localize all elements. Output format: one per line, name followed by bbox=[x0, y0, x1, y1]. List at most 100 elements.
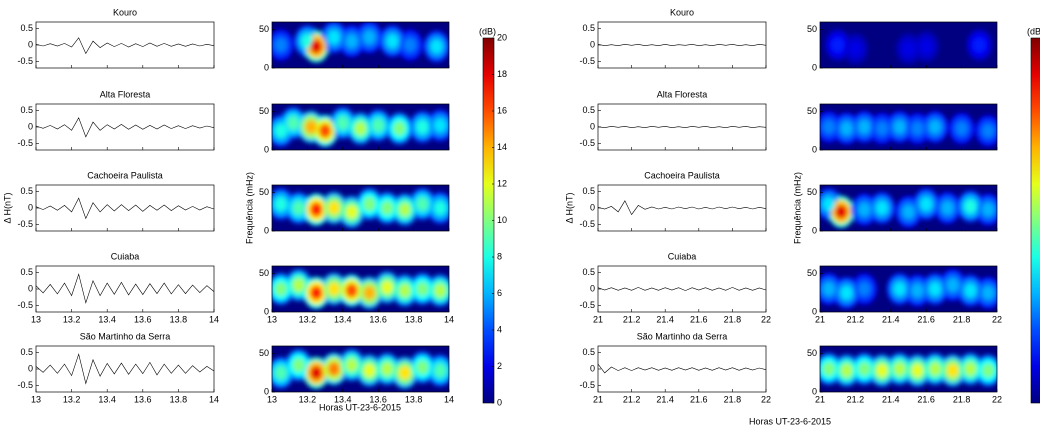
y-tick-label: 0 bbox=[28, 363, 33, 373]
spectral-blob bbox=[434, 118, 447, 133]
spectral-blob bbox=[982, 202, 995, 217]
spectral-blob bbox=[363, 30, 376, 45]
station-title: Cuiaba bbox=[668, 251, 697, 261]
spectral-blob bbox=[363, 363, 376, 378]
spectral-blob bbox=[875, 363, 888, 378]
y-tick-label: 0 bbox=[590, 121, 595, 131]
y-tick-label: -0.5 bbox=[17, 56, 33, 66]
waveform bbox=[35, 117, 215, 138]
spectral-blob bbox=[875, 201, 888, 215]
spectral-blob bbox=[327, 30, 340, 45]
station-title: Cachoeira Paulista bbox=[644, 170, 720, 180]
x-tick-label: 21.2 bbox=[847, 314, 865, 324]
spectral-blob bbox=[858, 202, 871, 217]
x-tick-label: 21.4 bbox=[656, 314, 674, 324]
x-tick-label: 21.2 bbox=[847, 394, 865, 404]
spectrogram-blobs bbox=[272, 349, 449, 389]
spectrogram-field bbox=[272, 22, 449, 63]
spectral-blob bbox=[327, 201, 340, 215]
x-tick-label: 22 bbox=[992, 314, 1002, 324]
x-tick-label: 14 bbox=[444, 314, 454, 324]
spectral-blob bbox=[902, 204, 915, 219]
x-tick-label: 13.6 bbox=[369, 394, 387, 404]
spectrogram-field bbox=[272, 349, 449, 389]
spectrogram-field bbox=[272, 269, 449, 309]
station-title: Alta Floresta bbox=[100, 89, 151, 99]
y-tick-label: 0.5 bbox=[20, 23, 33, 33]
y-tick-label: 50 bbox=[259, 187, 269, 197]
spectral-blob bbox=[310, 202, 323, 217]
spectral-blob bbox=[840, 363, 853, 378]
x-tick-label: 21 bbox=[593, 394, 603, 404]
y-tick-label: 0.5 bbox=[20, 186, 33, 196]
y-tick-label: 0.5 bbox=[20, 105, 33, 115]
x-tick-label: 21 bbox=[815, 394, 825, 404]
x-tick-label: 21.4 bbox=[882, 394, 900, 404]
x-tick-label: 13.2 bbox=[63, 314, 81, 324]
waveform bbox=[35, 197, 215, 220]
spectrogram-blobs bbox=[820, 188, 997, 228]
colorbar-tick-label: 16 bbox=[497, 105, 507, 115]
waveform bbox=[597, 43, 767, 47]
plot-frame bbox=[271, 103, 450, 151]
spectrogram-field bbox=[820, 353, 997, 387]
spectral-blob bbox=[875, 121, 888, 136]
x-tick-label: 21.6 bbox=[690, 394, 708, 404]
y-tick-label: -0.5 bbox=[579, 380, 595, 390]
x-tick-label: 14 bbox=[444, 394, 454, 404]
spectral-blob bbox=[274, 123, 287, 138]
y-axis-label: Δ H(nT) bbox=[2, 192, 12, 223]
spectrogram-field bbox=[824, 29, 993, 65]
y-tick-label: 0.5 bbox=[582, 23, 595, 33]
y-tick-label: 0 bbox=[590, 363, 595, 373]
spectral-blob bbox=[929, 120, 942, 134]
spectral-blob bbox=[920, 197, 933, 212]
spectral-blob bbox=[434, 283, 447, 298]
y-tick-label: 0 bbox=[812, 386, 817, 396]
y-tick-label: 50 bbox=[807, 24, 817, 34]
spectral-blob bbox=[292, 201, 305, 215]
y-tick-label: -0.5 bbox=[579, 219, 595, 229]
colorbar-tick-label: 0 bbox=[497, 397, 502, 407]
x-tick-label: 13.4 bbox=[98, 394, 116, 404]
y-tick-label: 0.5 bbox=[582, 186, 595, 196]
spectral-blob bbox=[304, 120, 317, 134]
colorbar-tick-label: 20 bbox=[497, 32, 507, 42]
spectral-blob bbox=[893, 282, 906, 296]
spectral-blob bbox=[840, 285, 853, 300]
spectral-blob bbox=[902, 41, 915, 56]
plot-frame bbox=[819, 103, 998, 151]
y-tick-label: -0.5 bbox=[17, 219, 33, 229]
waveform bbox=[597, 200, 767, 216]
spectral-blob bbox=[964, 283, 977, 298]
spectral-blob bbox=[363, 285, 376, 300]
plot-frame bbox=[271, 184, 450, 232]
spectral-blob bbox=[292, 278, 305, 293]
x-tick-label: 13.6 bbox=[369, 314, 387, 324]
spectral-blob bbox=[893, 120, 906, 134]
x-tick-label: 21.4 bbox=[882, 314, 900, 324]
x-tick-label: 13.2 bbox=[299, 314, 317, 324]
spectral-blob bbox=[858, 120, 871, 134]
x-tick-label: 14 bbox=[209, 314, 219, 324]
station-title: Kouro bbox=[670, 7, 694, 17]
spectral-blob bbox=[345, 283, 358, 298]
x-tick-label: 21.4 bbox=[656, 394, 674, 404]
x-tick-label: 21 bbox=[815, 314, 825, 324]
y-axis-label: Δ H(nT) bbox=[564, 192, 574, 223]
spectral-blob bbox=[893, 362, 906, 376]
spectral-blob bbox=[858, 362, 871, 376]
spectral-blob bbox=[398, 202, 411, 217]
y-tick-label: 0 bbox=[812, 144, 817, 154]
spectrogram-field bbox=[272, 188, 449, 228]
spectral-blob bbox=[404, 38, 417, 52]
y-tick-label: 0 bbox=[28, 202, 33, 212]
x-axis-label: Horas UT-23-6-2015 bbox=[319, 402, 401, 412]
waveform bbox=[597, 125, 767, 129]
x-tick-label: 21.6 bbox=[917, 394, 935, 404]
spectral-blob bbox=[840, 121, 853, 136]
x-tick-label: 13.4 bbox=[334, 394, 352, 404]
colorbar-tick-label: 4 bbox=[497, 324, 502, 334]
spectral-blob bbox=[849, 41, 862, 56]
x-tick-label: 13.2 bbox=[299, 394, 317, 404]
